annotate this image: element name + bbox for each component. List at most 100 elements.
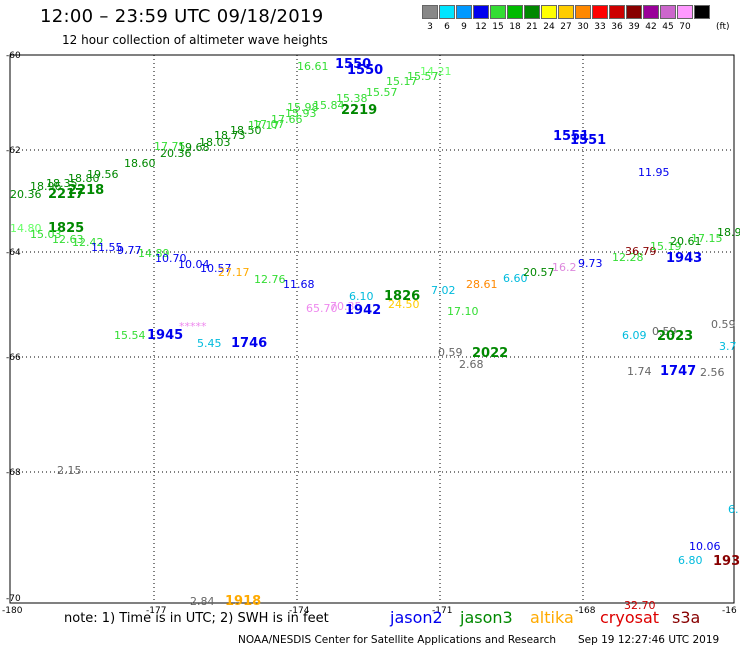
wave-height-value: 65.70	[306, 302, 338, 315]
wave-height-value: 11.68	[283, 278, 315, 291]
credits: NOAA/NESDIS Center for Satellite Applica…	[238, 634, 556, 646]
legend-jason2: jason2	[390, 608, 443, 627]
wave-height-value: 9.77	[117, 244, 142, 257]
longitude-label: -174	[289, 606, 310, 616]
latitude-label: -62	[6, 146, 21, 156]
colorbar-swatch	[609, 5, 625, 19]
wave-height-value: 10.06	[689, 540, 721, 553]
legend-cryosat: cryosat	[600, 608, 660, 627]
legend-s3a: s3a	[672, 608, 701, 627]
colorbar-label: 70	[679, 22, 691, 32]
wave-height-value: 15.57	[366, 86, 398, 99]
wave-height-value: 14.80	[10, 222, 42, 235]
colorbar-label: 39	[628, 22, 640, 32]
pass-time-label: 2217	[48, 187, 84, 202]
colorbar-label: 9	[461, 22, 467, 32]
wave-height-value: 19.68	[178, 141, 210, 154]
colorbar-label: 45	[662, 22, 674, 32]
colorbar-label: 3	[427, 22, 433, 32]
colorbar-swatch	[575, 5, 591, 19]
wave-height-value: 6.	[728, 503, 739, 516]
wave-height-value: 16.61	[297, 60, 329, 73]
colorbar-swatch	[524, 5, 540, 19]
colorbar-swatch	[694, 5, 710, 19]
wave-height-value: 15.54	[114, 329, 146, 342]
wave-height-value: *****	[179, 320, 207, 333]
colorbar-swatch	[439, 5, 455, 19]
colorbar-swatch	[643, 5, 659, 19]
wave-height-value: 24.50	[388, 298, 420, 311]
colorbar-label: 24	[543, 22, 555, 32]
pass-time-label: 1550	[347, 63, 383, 78]
colorbar-label: 12	[475, 22, 487, 32]
wave-height-value: 2.56	[700, 366, 725, 379]
latitude-label: -64	[6, 248, 21, 258]
wave-height-value: 0.59	[711, 318, 736, 331]
pass-time-label: 1945	[147, 328, 183, 343]
wave-height-value: 6.80	[678, 554, 703, 567]
pass-time-label: 1918	[225, 594, 261, 609]
wave-height-value: 19.56	[87, 168, 119, 181]
wave-height-colorbar	[422, 5, 711, 19]
wave-height-value: 18.35	[46, 177, 78, 190]
wave-height-value: 0.59	[652, 325, 677, 338]
colorbar-swatch	[422, 5, 438, 19]
legend-jason3: jason3	[460, 608, 513, 627]
colorbar-label: 21	[526, 22, 538, 32]
pass-time-label: 2022	[472, 346, 508, 361]
wave-height-value: 6.10	[349, 290, 374, 303]
latitude-label: -68	[6, 468, 21, 478]
wave-height-value: 2.15	[57, 464, 82, 477]
wave-height-value: 18.03	[199, 136, 231, 149]
wave-height-value: 15.93	[285, 107, 317, 120]
colorbar-label: 18	[509, 22, 521, 32]
wave-height-value: 15.98	[287, 101, 319, 114]
wave-height-value: 16.2	[552, 261, 577, 274]
legend-altika: altika	[530, 608, 574, 627]
map-subtitle: 12 hour collection of altimeter wave hei…	[62, 33, 328, 47]
longitude-label: -180	[2, 606, 23, 616]
colorbar-swatch	[626, 5, 642, 19]
wave-height-value: 32.70	[624, 599, 656, 612]
wave-height-value: 20.57	[523, 266, 555, 279]
colorbar-label: 30	[577, 22, 589, 32]
wave-height-value: 18.73	[214, 129, 246, 142]
latitude-label: -66	[6, 353, 21, 363]
wave-height-value: 7.02	[431, 284, 456, 297]
longitude-label: -168	[575, 606, 596, 616]
colorbar-swatch	[677, 5, 693, 19]
wave-height-value: 11.55	[91, 241, 123, 254]
wave-height-value: 12.63	[52, 233, 84, 246]
wave-height-value: 14.21	[420, 65, 452, 78]
pass-time-label: 1942	[345, 303, 381, 318]
wave-height-value: 0.59	[438, 346, 463, 359]
wave-height-value: 2.68	[459, 358, 484, 371]
wave-height-value: 12.28	[612, 251, 644, 264]
pass-time-label: 193	[713, 554, 740, 569]
pass-time-label: 1550	[335, 57, 371, 72]
colorbar-swatch	[473, 5, 489, 19]
colorbar-swatch	[660, 5, 676, 19]
wave-height-value: 18.96	[30, 180, 62, 193]
latitude-label: -60	[6, 51, 21, 61]
colorbar-label: 6	[444, 22, 450, 32]
map-frame	[9, 54, 735, 604]
pass-time-label: 2023	[657, 329, 693, 344]
colorbar-swatch	[541, 5, 557, 19]
pass-time-label: 1746	[231, 336, 267, 351]
wave-height-value: 17.10	[447, 305, 479, 318]
wave-height-value: 70.35	[330, 300, 362, 313]
footer-note: note: 1) Time is in UTC; 2) SWH is in fe…	[64, 611, 329, 626]
colorbar-swatch	[490, 5, 506, 19]
wave-height-value: 6.09	[622, 329, 647, 342]
colorbar-label: 15	[492, 22, 504, 32]
wave-height-value: 15.03	[30, 228, 62, 241]
wave-height-value: 5.45	[197, 337, 222, 350]
wave-height-value: 15.38	[336, 92, 368, 105]
colorbar-swatch	[507, 5, 523, 19]
wave-height-value: 1.74	[627, 365, 652, 378]
colorbar-swatch	[456, 5, 472, 19]
longitude-label: -16	[722, 606, 737, 616]
